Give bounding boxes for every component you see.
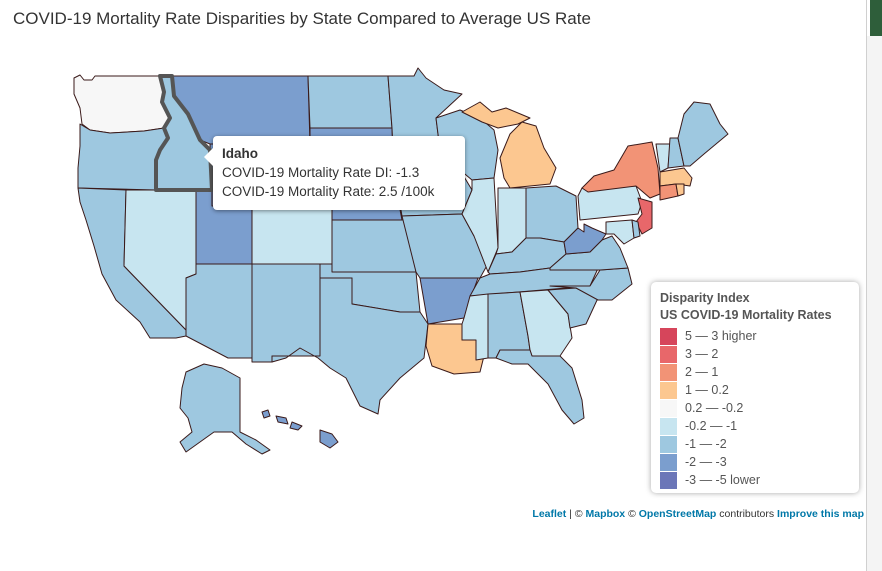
leaflet-link[interactable]: Leaflet bbox=[532, 508, 567, 520]
tooltip-rate-line: COVID-19 Mortality Rate: 2.5 /100k bbox=[222, 184, 435, 199]
legend-label: -3 — -5 lower bbox=[685, 473, 761, 487]
openstreetmap-link[interactable]: OpenStreetMap bbox=[638, 508, 717, 520]
state-tooltip: Idaho COVID-19 Mortality Rate DI: -1.3 C… bbox=[204, 136, 465, 210]
legend-swatch bbox=[660, 435, 677, 453]
legend-swatch bbox=[660, 363, 677, 381]
legend-item: -2 — -3 bbox=[660, 453, 851, 471]
side-scroll-panel[interactable] bbox=[867, 36, 882, 571]
state-WV[interactable] bbox=[563, 223, 607, 255]
legend-swatch bbox=[660, 327, 677, 345]
state-MI[interactable] bbox=[499, 121, 557, 189]
window-edge bbox=[866, 0, 867, 571]
legend-item: 2 — 1 bbox=[660, 363, 851, 381]
state-HI[interactable] bbox=[261, 409, 339, 449]
legend-item: -0.2 — -1 bbox=[660, 417, 851, 435]
legend-label: -2 — -3 bbox=[685, 455, 727, 469]
state-IL[interactable] bbox=[461, 177, 499, 273]
legend-label: -0.2 — -1 bbox=[685, 419, 738, 433]
state-TX[interactable] bbox=[271, 277, 429, 415]
tooltip-di-line: COVID-19 Mortality Rate DI: -1.3 bbox=[222, 165, 420, 180]
mapbox-link[interactable]: Mapbox bbox=[585, 508, 626, 520]
legend-swatch bbox=[660, 453, 677, 471]
attribution-contributors: contributors bbox=[716, 508, 778, 520]
legend-item: -1 — -2 bbox=[660, 435, 851, 453]
choropleth-map[interactable] bbox=[0, 38, 866, 528]
tooltip-state-name: Idaho bbox=[222, 146, 258, 161]
legend-title: Disparity Index bbox=[660, 291, 750, 305]
state-NM[interactable] bbox=[251, 263, 321, 363]
legend-swatch bbox=[660, 471, 677, 489]
state-MI-UP[interactable] bbox=[461, 101, 531, 129]
legend-item: 5 — 3 higher bbox=[660, 327, 851, 345]
legend-label: 3 — 2 bbox=[685, 347, 719, 361]
legend-label: 2 — 1 bbox=[685, 365, 719, 379]
legend-swatch bbox=[660, 417, 677, 435]
map-legend: Disparity Index US COVID-19 Mortality Ra… bbox=[651, 282, 859, 493]
state-KS[interactable] bbox=[331, 219, 417, 273]
state-RI[interactable] bbox=[675, 183, 685, 197]
window-accent bbox=[870, 0, 882, 36]
state-CO[interactable] bbox=[251, 205, 333, 265]
legend-swatch bbox=[660, 399, 677, 417]
attribution-sep-1: | © bbox=[566, 508, 586, 520]
state-WA[interactable] bbox=[73, 74, 171, 134]
state-NC[interactable] bbox=[549, 267, 633, 301]
map-attribution: Leaflet | © Mapbox © OpenStreetMap contr… bbox=[532, 508, 864, 520]
legend-label: 5 — 3 higher bbox=[685, 329, 757, 343]
legend-item: 1 — 0.2 bbox=[660, 381, 851, 399]
legend-item: 0.2 — -0.2 bbox=[660, 399, 851, 417]
legend-item: -3 — -5 lower bbox=[660, 471, 851, 489]
legend-subtitle: US COVID-19 Mortality Rates bbox=[660, 308, 832, 322]
improve-map-link[interactable]: Improve this map bbox=[777, 508, 864, 520]
attribution-sep-2: © bbox=[625, 508, 639, 520]
legend-swatch bbox=[660, 345, 677, 363]
legend-label: 1 — 0.2 bbox=[685, 383, 729, 397]
state-ME[interactable] bbox=[677, 101, 729, 167]
state-ID-highlight bbox=[154, 74, 214, 192]
page-title: COVID-19 Mortality Rate Disparities by S… bbox=[13, 9, 591, 28]
tooltip-tip bbox=[204, 148, 213, 166]
state-MA[interactable] bbox=[659, 167, 693, 187]
state-AZ[interactable] bbox=[185, 263, 253, 359]
legend-item: 3 — 2 bbox=[660, 345, 851, 363]
leaflet-map[interactable] bbox=[0, 38, 866, 528]
legend-label: 0.2 — -0.2 bbox=[685, 401, 744, 415]
state-OH[interactable] bbox=[525, 185, 579, 243]
state-FL[interactable] bbox=[495, 349, 585, 425]
legend-swatch bbox=[660, 381, 677, 399]
state-AK[interactable] bbox=[179, 363, 271, 455]
state-DE[interactable] bbox=[631, 219, 641, 239]
state-NY[interactable] bbox=[581, 141, 661, 199]
state-CT[interactable] bbox=[659, 183, 679, 201]
legend-label: -1 — -2 bbox=[685, 437, 727, 451]
state-NJ[interactable] bbox=[635, 197, 653, 235]
legend-items: 5 — 3 higher 3 — 2 2 — 1 1 — 0.2 0.2 — -0.2 -… bbox=[660, 327, 851, 489]
state-ND[interactable] bbox=[307, 75, 393, 129]
